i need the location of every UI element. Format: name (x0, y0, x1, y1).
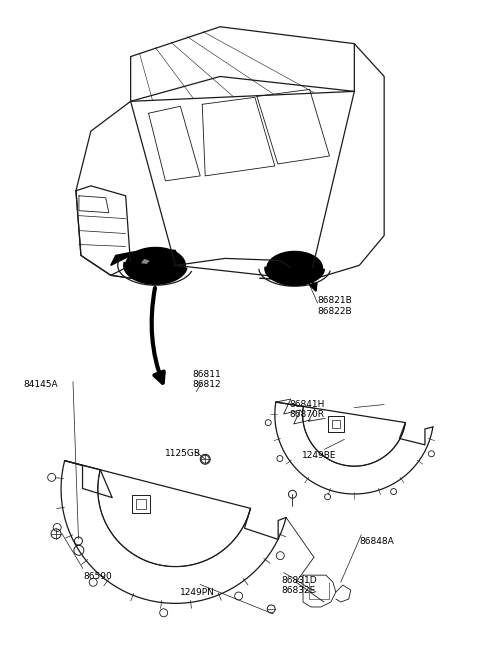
Polygon shape (111, 249, 179, 268)
Polygon shape (265, 267, 324, 285)
Text: 86821B
86822B: 86821B 86822B (318, 297, 352, 316)
Text: 86848A: 86848A (360, 537, 394, 546)
Polygon shape (287, 263, 302, 274)
Polygon shape (142, 256, 169, 274)
Bar (136, 499, 145, 509)
Text: 86811
86812: 86811 86812 (192, 370, 221, 389)
Text: 1125GB: 1125GB (166, 449, 202, 459)
Text: 1249BE: 1249BE (301, 451, 336, 461)
Bar (132, 495, 150, 513)
Polygon shape (126, 247, 185, 283)
Text: 1249PN: 1249PN (180, 588, 215, 598)
Bar (333, 420, 340, 428)
Text: 86590: 86590 (83, 571, 112, 581)
Text: 86841H
86870R: 86841H 86870R (290, 400, 325, 419)
Polygon shape (267, 251, 323, 285)
Bar (328, 417, 344, 432)
Polygon shape (124, 262, 187, 284)
Text: 86831D
86832E: 86831D 86832E (282, 575, 317, 595)
Text: 84145A: 84145A (23, 380, 58, 389)
Polygon shape (147, 260, 164, 270)
